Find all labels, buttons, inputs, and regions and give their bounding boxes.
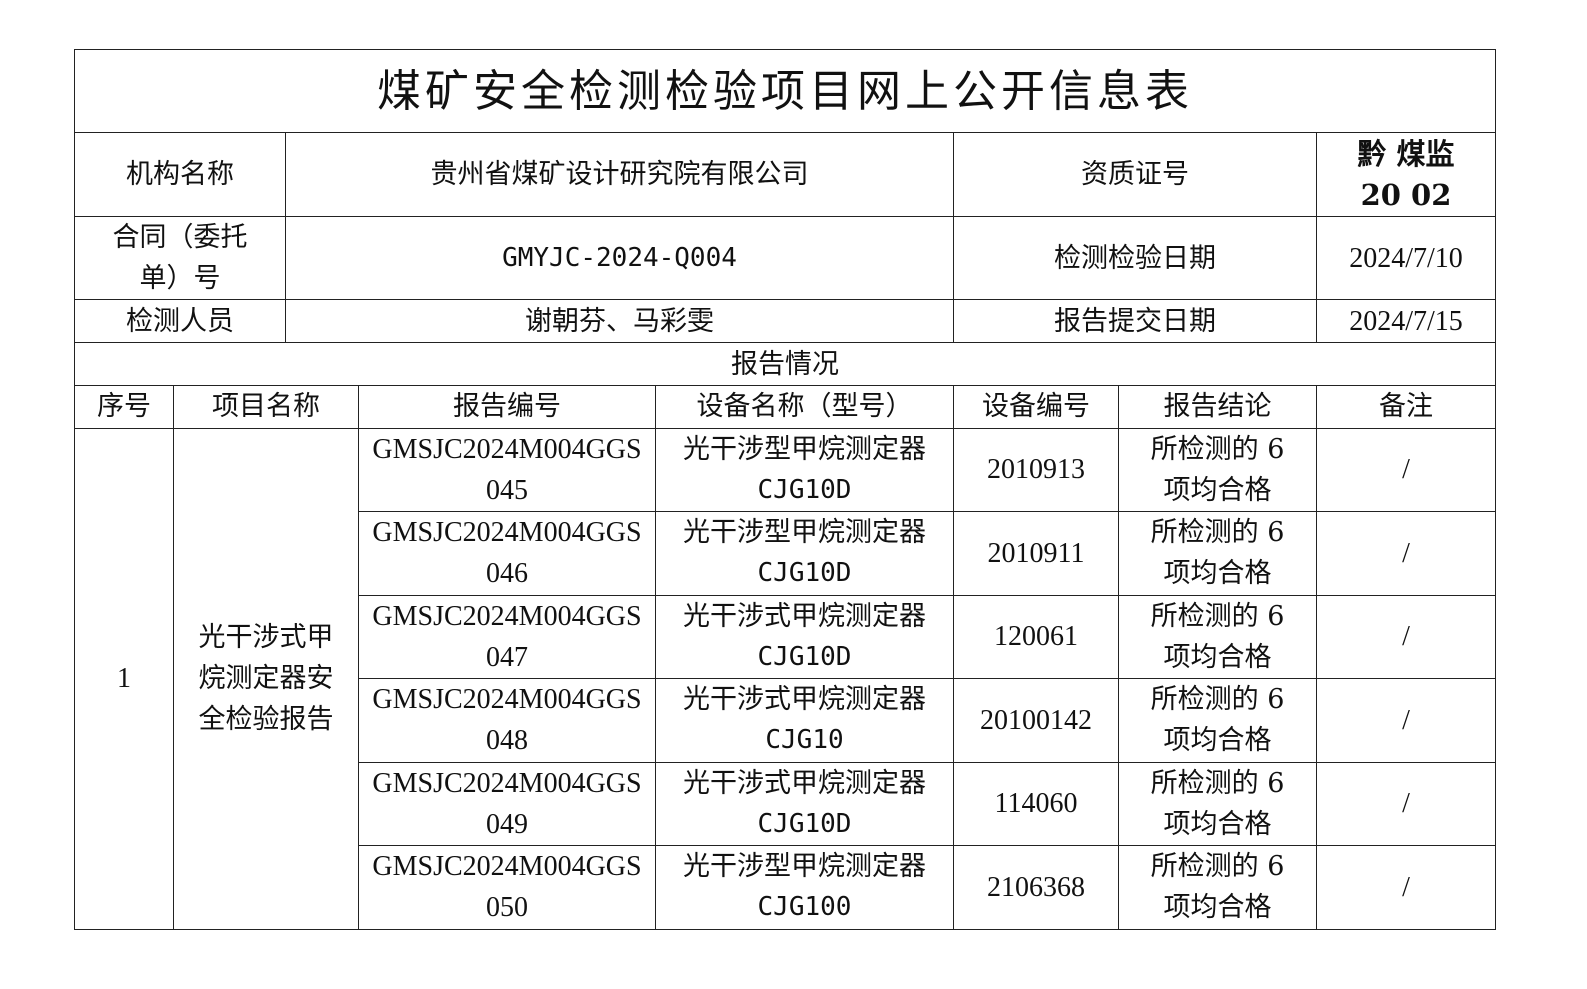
conclusion: 所检测的 6 项均合格 — [1118, 762, 1317, 846]
contract-label: 合同（委托单）号 — [74, 216, 286, 300]
staff-label: 检测人员 — [74, 299, 286, 343]
remark: / — [1316, 845, 1496, 930]
col-header-report-no: 报告编号 — [358, 386, 656, 429]
report-no: GMSJC2024M004GGS049 — [358, 762, 656, 846]
conclusion: 所检测的 6 项均合格 — [1118, 595, 1317, 679]
device-name-cell: 光干涉型甲烷测定器 CJG10D — [655, 428, 954, 512]
remark: / — [1316, 762, 1496, 846]
col-header-project: 项目名称 — [173, 386, 359, 429]
col-header-index: 序号 — [74, 386, 174, 429]
col-header-conclusion: 报告结论 — [1118, 386, 1317, 429]
conclusion: 所检测的 6 项均合格 — [1118, 678, 1317, 763]
device-name-cell: 光干涉型甲烷测定器 CJG100 — [655, 845, 954, 930]
report-no: GMSJC2024M004GGS045 — [358, 428, 656, 512]
test-date-label: 检测检验日期 — [953, 216, 1317, 300]
col-header-device-name: 设备名称（型号） — [655, 386, 954, 429]
device-name-cell: 光干涉式甲烷测定器 CJG10D — [655, 762, 954, 846]
device-no: 2010913 — [953, 428, 1119, 512]
device-no: 2010911 — [953, 511, 1119, 596]
cert-line1: 黔 煤监 — [1357, 136, 1455, 171]
conclusion: 所检测的 6 项均合格 — [1118, 511, 1317, 596]
remark: / — [1316, 511, 1496, 596]
device-name-cell: 光干涉式甲烷测定器 CJG10 — [655, 678, 954, 763]
table-row: GMSJC2024M004GGS050 光干涉型甲烷测定器 CJG100 210636… — [75, 845, 1496, 930]
report-section-heading: 报告情况 — [74, 342, 1496, 386]
org-value: 贵州省煤矿设计研究院有限公司 — [285, 132, 954, 217]
device-model: CJG10 — [765, 725, 844, 756]
table-row: GMSJC2024M004GGS048 光干涉式甲烷测定器 CJG10 2010014… — [75, 678, 1496, 763]
col-header-device-no: 设备编号 — [953, 386, 1119, 429]
device-name: 光干涉式甲烷测定器 — [683, 684, 926, 716]
table-row: GMSJC2024M004GGS049 光干涉式甲烷测定器 CJG10D 114060… — [75, 762, 1496, 846]
device-no: 120061 — [953, 595, 1119, 679]
device-name: 光干涉式甲烷测定器 — [683, 600, 926, 632]
group-project: 光干涉式甲烷测定器安全检验报告 — [173, 428, 359, 930]
device-name: 光干涉型甲烷测定器 — [683, 433, 926, 465]
table-row: 1 光干涉式甲烷测定器安全检验报告 GMSJC2024M004GGS045 光干涉型甲… — [74, 428, 1496, 930]
device-no: 114060 — [953, 762, 1119, 846]
staff-value: 谢朝芬、马彩雯 — [285, 299, 954, 343]
device-no: 20100142 — [953, 678, 1119, 763]
table-row: GMSJC2024M004GGS046 光干涉型甲烷测定器 CJG10D 201091… — [75, 511, 1496, 596]
conclusion: 所检测的 6 项均合格 — [1118, 428, 1317, 512]
col-header-remark: 备注 — [1316, 386, 1496, 429]
table-row: GMSJC2024M004GGS047 光干涉式甲烷测定器 CJG10D 120061… — [75, 595, 1496, 679]
test-date-value: 2024/7/10 — [1316, 216, 1496, 300]
report-no: GMSJC2024M004GGS047 — [358, 595, 656, 679]
cert-line2: 20 02 — [1360, 177, 1452, 212]
cert-label: 资质证号 — [953, 132, 1317, 217]
header-table: 煤矿安全检测检验项目网上公开信息表 机构名称 贵州省煤矿设计研究院有限公司 资质… — [74, 49, 1496, 386]
submit-date-label: 报告提交日期 — [953, 299, 1317, 343]
cert-value: 黔 煤监 20 02 — [1316, 132, 1496, 217]
remark: / — [1316, 678, 1496, 763]
device-name: 光干涉型甲烷测定器 — [683, 517, 926, 549]
info-table: 煤矿安全检测检验项目网上公开信息表 机构名称 贵州省煤矿设计研究院有限公司 资质… — [74, 49, 1496, 930]
device-no: 2106368 — [953, 845, 1119, 930]
device-model: CJG10D — [757, 808, 852, 839]
org-label: 机构名称 — [74, 132, 286, 217]
group-index: 1 — [74, 428, 174, 930]
device-model: CJG10D — [757, 641, 852, 672]
conclusion: 所检测的 6 项均合格 — [1118, 845, 1317, 930]
device-model: CJG10D — [757, 558, 852, 589]
submit-date-value: 2024/7/15 — [1316, 299, 1496, 343]
device-model: CJG100 — [757, 892, 852, 923]
report-no: GMSJC2024M004GGS046 — [358, 511, 656, 596]
contract-value: GMYJC-2024-Q004 — [285, 216, 954, 300]
device-name-cell: 光干涉式甲烷测定器 CJG10D — [655, 595, 954, 679]
device-name-cell: 光干涉型甲烷测定器 CJG10D — [655, 511, 954, 596]
report-no: GMSJC2024M004GGS048 — [358, 678, 656, 763]
page-title: 煤矿安全检测检验项目网上公开信息表 — [74, 49, 1496, 133]
device-model: CJG10D — [757, 474, 852, 505]
remark: / — [1316, 595, 1496, 679]
remark: / — [1316, 428, 1496, 512]
report-no: GMSJC2024M004GGS050 — [358, 845, 656, 930]
report-table: 序号 项目名称 报告编号 设备名称（型号） 设备编号 报告结论 备注 1 光干涉式… — [74, 386, 1496, 930]
device-name: 光干涉型甲烷测定器 — [683, 851, 926, 883]
device-name: 光干涉式甲烷测定器 — [683, 767, 926, 799]
